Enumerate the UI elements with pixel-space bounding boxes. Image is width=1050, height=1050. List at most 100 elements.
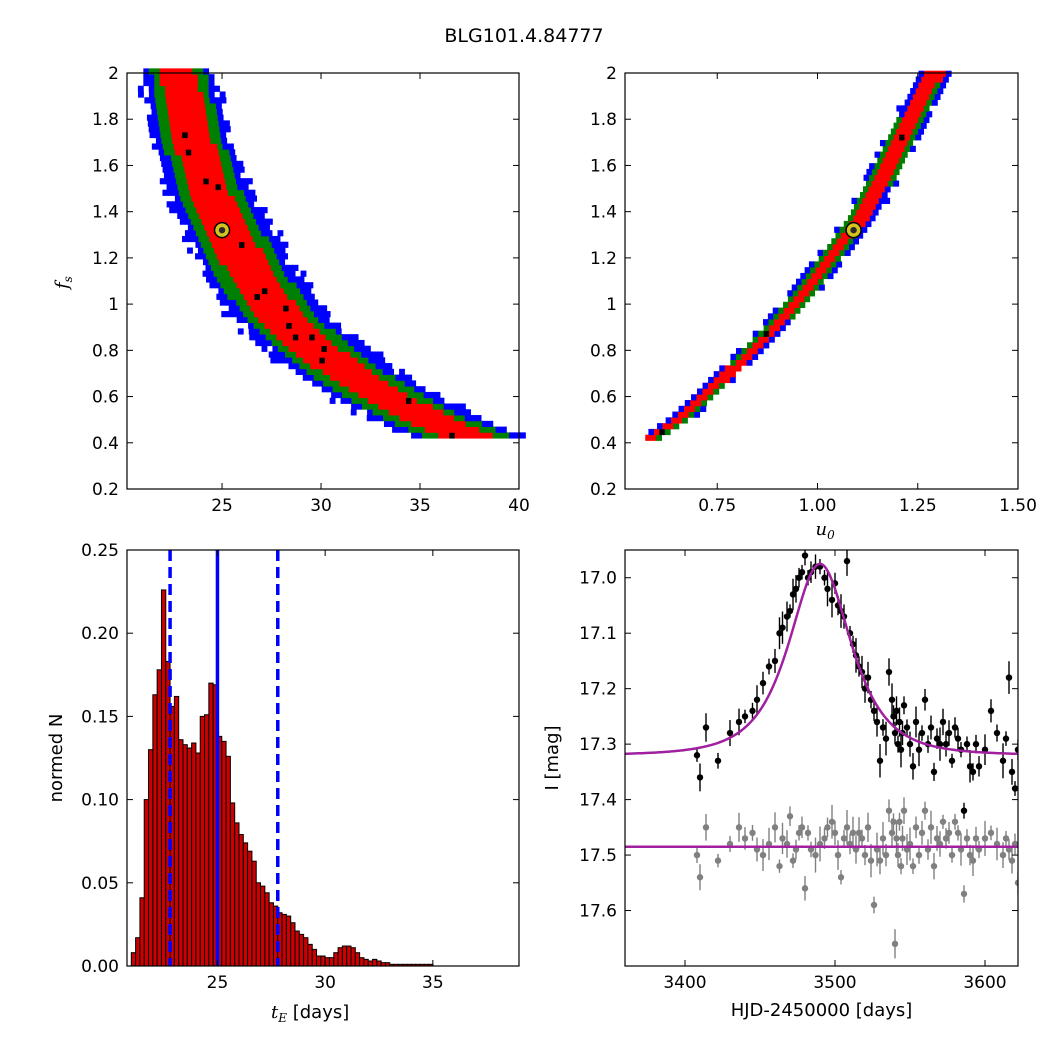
heatmap-cell: [437, 415, 444, 422]
heatmap-cell: [421, 415, 428, 422]
heatmap-cell: [271, 334, 277, 341]
heatmap-cell: [399, 368, 405, 375]
heatmap-cell: [871, 168, 878, 176]
heatmap-cell: [183, 137, 190, 144]
heatmap-cell: [161, 103, 168, 110]
heatmap-cell: [195, 108, 201, 115]
heatmap-cell: [207, 149, 214, 156]
heatmap-cell: [283, 345, 290, 352]
heatmap-cell: [273, 270, 280, 277]
heatmap-cell: [168, 166, 174, 173]
heatmap-cell: [384, 397, 390, 404]
heatmap-cell: [840, 232, 847, 239]
heatmap-cell: [154, 68, 161, 75]
heatmap-cell: [208, 85, 215, 92]
heatmap-cell: [915, 134, 922, 141]
heatmap-cell: [847, 215, 854, 222]
heatmap-cell: [209, 224, 216, 231]
residual-point-group: [693, 797, 1018, 959]
heatmap-cell: [293, 339, 300, 347]
heatmap-cell: [429, 391, 435, 399]
heatmap-cell: [691, 394, 697, 401]
heatmap-cell: [321, 345, 328, 352]
heatmap-cell: [233, 276, 240, 283]
heatmap-cell: [372, 380, 378, 387]
heatmap-cell: [672, 411, 679, 418]
heatmap-cell: [834, 226, 841, 233]
heatmap-cell: [254, 334, 261, 341]
heatmap-cell: [210, 137, 217, 144]
heatmap-cell: [233, 166, 240, 173]
y-tick-label: 1.4: [92, 203, 119, 223]
heatmap-cell: [170, 155, 177, 162]
data-point: [930, 768, 938, 776]
heatmap-cell: [896, 105, 903, 112]
heatmap-cell: [171, 97, 178, 104]
y-tick-label: 0.4: [92, 434, 119, 454]
heatmap-cell: [822, 249, 829, 256]
heatmap-cell: [387, 386, 393, 393]
heatmap-cell: [404, 380, 411, 387]
heatmap-cell: [177, 160, 184, 167]
heatmap-cell: [240, 195, 247, 202]
heatmap-cell: [215, 183, 222, 191]
heatmap-cell: [216, 264, 223, 271]
heatmap-cell: [330, 357, 337, 364]
x-tick-label: 3400: [663, 973, 706, 993]
x-tick-label: 3500: [813, 973, 856, 993]
histogram-bar: [324, 957, 330, 967]
heatmap-cell: [926, 111, 933, 118]
heatmap-cell: [171, 131, 178, 139]
heatmap-cell: [912, 82, 919, 89]
heatmap-cell: [298, 276, 305, 283]
heatmap-cell: [465, 432, 472, 439]
histogram-bar: [135, 937, 141, 967]
heatmap-cell: [287, 339, 294, 347]
residual-point: [831, 829, 839, 837]
heatmap-cell: [211, 189, 218, 196]
heatmap-cell: [213, 259, 220, 266]
heatmap-cell: [242, 316, 248, 323]
heatmap-cell: [302, 374, 309, 381]
heatmap-cell: [247, 299, 253, 306]
histogram-bar: [143, 799, 150, 967]
heatmap-cell: [189, 166, 196, 173]
heatmap-cell: [201, 114, 208, 121]
heatmap-cell: [350, 368, 356, 375]
heatmap-cell: [148, 85, 155, 92]
heatmap-cell: [901, 140, 908, 147]
heatmap-cell: [219, 126, 226, 133]
heatmap-cell: [149, 97, 156, 104]
heatmap-cell: [847, 238, 854, 245]
x-tick-label: 25: [211, 496, 233, 516]
heatmap-cell: [783, 301, 789, 308]
heatmap-cell: [211, 253, 218, 260]
heatmap-cell: [169, 172, 176, 179]
heatmap-cell: [158, 149, 165, 156]
y-tick-label: 17.4: [579, 791, 617, 811]
heatmap-cell: [243, 264, 250, 271]
heatmap-cell: [242, 282, 248, 289]
heatmap-cell: [200, 166, 207, 173]
heatmap-cell: [378, 397, 385, 404]
heatmap-cell: [204, 97, 211, 104]
heatmap-cell: [148, 74, 155, 81]
heatmap-cell: [880, 151, 886, 158]
heatmap-cell: [214, 126, 220, 133]
heatmap-cell: [835, 255, 841, 262]
heatmap-cell: [884, 186, 891, 193]
y-tick-label: 17.1: [579, 624, 617, 644]
heatmap-cell: [257, 270, 263, 277]
heatmap-cell: [197, 74, 204, 81]
heatmap-cell: [234, 195, 241, 202]
heatmap-cell: [778, 307, 785, 314]
heatmap-cell: [261, 305, 268, 312]
y-tick-label: 1.8: [590, 110, 617, 130]
residual-point: [981, 835, 989, 842]
residual-point: [891, 940, 899, 948]
heatmap-cell: [200, 189, 207, 196]
heatmap-cell: [151, 108, 158, 115]
heatmap-cell: [170, 74, 177, 81]
heatmap-cell: [210, 201, 217, 208]
heatmap-cell: [154, 74, 161, 81]
